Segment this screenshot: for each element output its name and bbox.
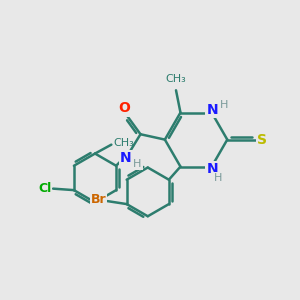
- Text: CH₃: CH₃: [114, 138, 134, 148]
- Text: Cl: Cl: [38, 182, 51, 195]
- Text: Br: Br: [91, 193, 106, 206]
- Text: H: H: [133, 159, 142, 169]
- Text: S: S: [257, 133, 267, 147]
- Text: H: H: [214, 173, 222, 183]
- Text: N: N: [206, 103, 218, 117]
- Text: N: N: [206, 162, 218, 176]
- Text: N: N: [120, 151, 131, 165]
- Text: O: O: [118, 101, 130, 116]
- Text: CH₃: CH₃: [166, 74, 186, 84]
- Text: H: H: [220, 100, 228, 110]
